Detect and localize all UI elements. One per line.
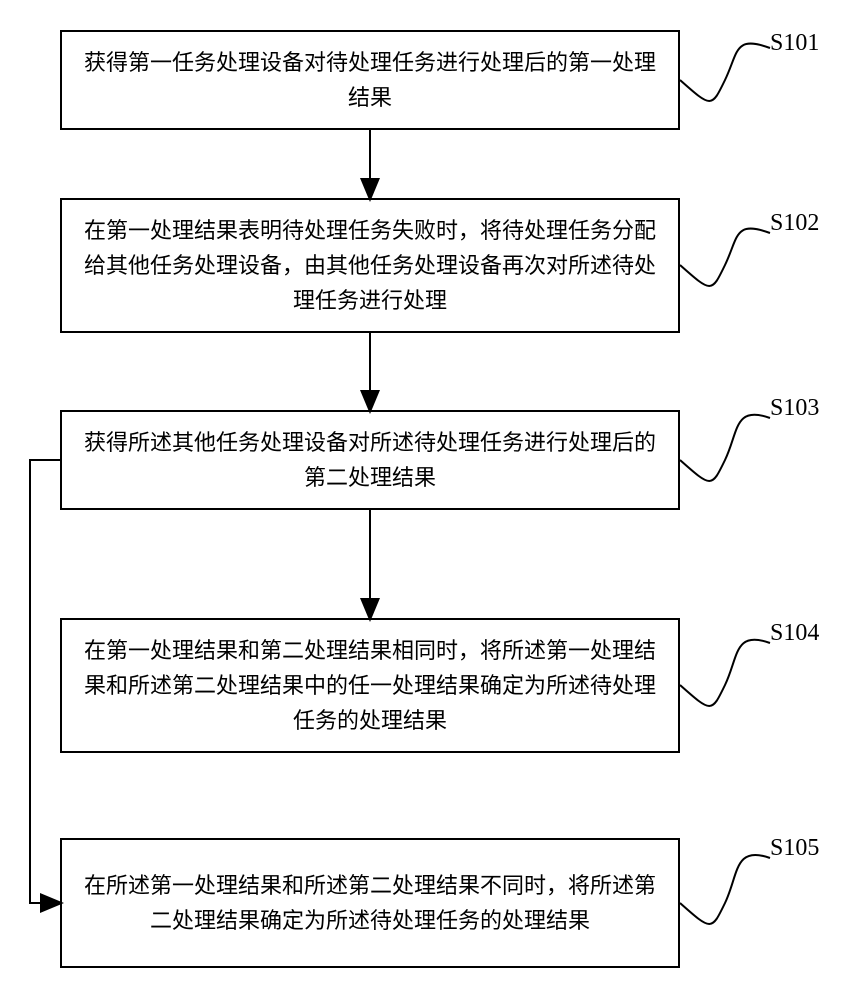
flow-step-text: 获得第一任务处理设备对待处理任务进行处理后的第一处理结果 bbox=[82, 45, 658, 115]
flow-step-text: 在第一处理结果表明待处理任务失败时，将待处理任务分配给其他任务处理设备，由其他任… bbox=[82, 213, 658, 319]
leader-wave bbox=[680, 855, 770, 924]
flow-step-label-s105: S105 bbox=[770, 835, 819, 862]
flow-step-label-s101: S101 bbox=[770, 30, 819, 57]
flow-step-text: 在所述第一处理结果和所述第二处理结果不同时，将所述第二处理结果确定为所述待处理任… bbox=[82, 868, 658, 938]
flow-step-s104: 在第一处理结果和第二处理结果相同时，将所述第一处理结果和所述第二处理结果中的任一… bbox=[60, 618, 680, 753]
flow-step-text: 获得所述其他任务处理设备对所述待处理任务进行处理后的第二处理结果 bbox=[82, 425, 658, 495]
flow-step-s103: 获得所述其他任务处理设备对所述待处理任务进行处理后的第二处理结果 bbox=[60, 410, 680, 510]
flow-step-s102: 在第一处理结果表明待处理任务失败时，将待处理任务分配给其他任务处理设备，由其他任… bbox=[60, 198, 680, 333]
flow-step-label-s102: S102 bbox=[770, 210, 819, 237]
flowchart-canvas: 获得第一任务处理设备对待处理任务进行处理后的第一处理结果 S101 在第一处理结果表… bbox=[0, 0, 864, 1000]
flow-elbow-arrow bbox=[30, 460, 60, 903]
flow-step-label-s103: S103 bbox=[770, 395, 819, 422]
flow-step-text: 在第一处理结果和第二处理结果相同时，将所述第一处理结果和所述第二处理结果中的任一… bbox=[82, 633, 658, 739]
leader-wave bbox=[680, 229, 770, 286]
leader-wave bbox=[680, 640, 770, 706]
flow-step-label-s104: S104 bbox=[770, 620, 819, 647]
leader-wave bbox=[680, 44, 770, 101]
flow-step-s101: 获得第一任务处理设备对待处理任务进行处理后的第一处理结果 bbox=[60, 30, 680, 130]
flow-step-s105: 在所述第一处理结果和所述第二处理结果不同时，将所述第二处理结果确定为所述待处理任… bbox=[60, 838, 680, 968]
leader-wave bbox=[680, 415, 770, 481]
